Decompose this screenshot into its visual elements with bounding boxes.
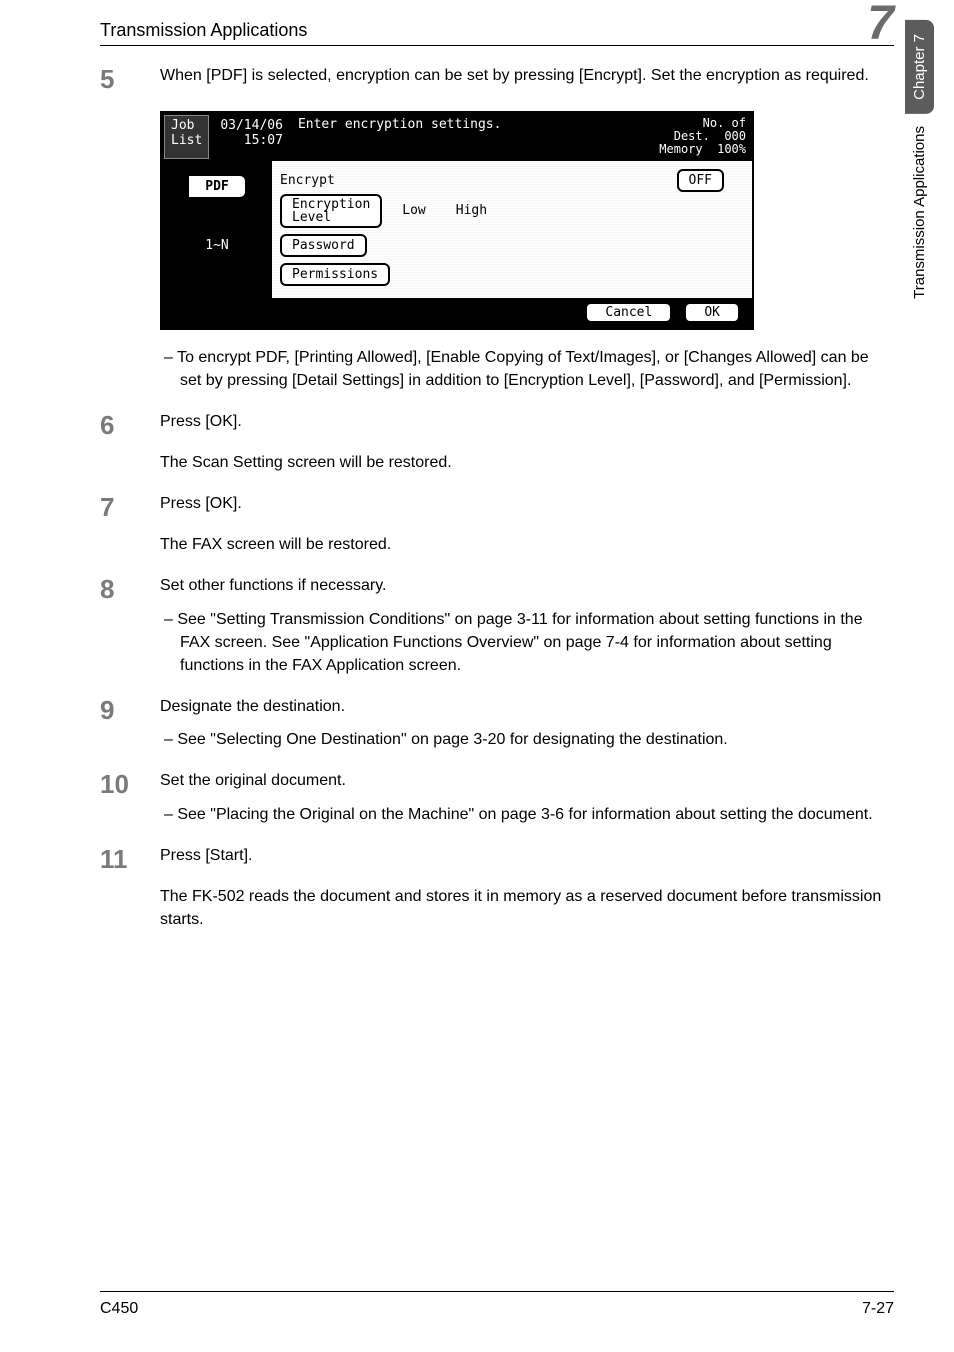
step-5-sub: To encrypt PDF, [Printing Allowed], [Ena…: [160, 346, 894, 392]
step-7-follow: The FAX screen will be restored.: [160, 533, 894, 556]
step-8-number: 8: [100, 574, 160, 677]
off-button[interactable]: OFF: [677, 169, 724, 192]
step-10: 10 Set the original document. See "Placi…: [100, 769, 894, 825]
step-8-sub-1: See "Setting Transmission Conditions" on…: [160, 608, 894, 678]
lcd-screenshot: Job List 03/14/06 15:07 Enter encryption…: [160, 111, 754, 330]
step-8: 8 Set other functions if necessary. See …: [100, 574, 894, 677]
memory-label: Memory: [659, 142, 702, 156]
step-11-text: Press [Start].: [160, 844, 894, 875]
permissions-button[interactable]: Permissions: [280, 263, 390, 286]
step-9-sub-1: See "Selecting One Destination" on page …: [160, 728, 894, 751]
lcd-footer: Cancel OK: [162, 298, 752, 328]
step-9-number: 9: [100, 695, 160, 751]
one-n-label: 1~N: [205, 238, 228, 253]
lcd-left-tabs: PDF 1~N: [162, 161, 272, 298]
chapter-number: 7: [867, 0, 894, 51]
page: Chapter 7 Transmission Applications Tran…: [0, 0, 954, 1352]
footer-left: C450: [100, 1300, 138, 1318]
step-9-text: Designate the destination.: [160, 695, 894, 718]
low-label: Low: [402, 203, 425, 218]
footer-right: 7-27: [862, 1300, 894, 1318]
content-area: Transmission Applications 7 5 When [PDF]…: [100, 20, 894, 931]
section-label: Transmission Applications: [911, 126, 928, 299]
step-11: 11 Press [Start].: [100, 844, 894, 875]
page-header: Transmission Applications 7: [100, 20, 894, 46]
lcd-body: PDF 1~N Encrypt OFF Encryption Level Low…: [162, 161, 752, 298]
lcd-titlebar: Job List 03/14/06 15:07 Enter encryption…: [162, 113, 752, 161]
cancel-button[interactable]: Cancel: [585, 302, 672, 323]
step-5-sub-1: To encrypt PDF, [Printing Allowed], [Ena…: [160, 346, 894, 392]
step-8-body: Set other functions if necessary. See "S…: [160, 574, 894, 677]
step-9: 9 Designate the destination. See "Select…: [100, 695, 894, 751]
step-7-number: 7: [100, 492, 160, 523]
step-6: 6 Press [OK].: [100, 410, 894, 441]
step-11-number: 11: [100, 844, 160, 875]
encrypt-label: Encrypt: [280, 173, 335, 188]
step-6-number: 6: [100, 410, 160, 441]
status-message: Enter encryption settings.: [292, 113, 653, 161]
step-5-text: When [PDF] is selected, encryption can b…: [160, 64, 894, 95]
lcd-right-panel: Encrypt OFF Encryption Level Low High Pa…: [272, 161, 752, 298]
step-7: 7 Press [OK].: [100, 492, 894, 523]
step-8-text: Set other functions if necessary.: [160, 574, 894, 597]
step-9-body: Designate the destination. See "Selectin…: [160, 695, 894, 751]
side-tabs: Chapter 7 Transmission Applications: [905, 20, 934, 299]
page-footer: C450 7-27: [100, 1291, 894, 1318]
high-label: High: [456, 203, 487, 218]
step-6-follow: The Scan Setting screen will be restored…: [160, 451, 894, 474]
step-10-number: 10: [100, 769, 160, 825]
step-10-text: Set the original document.: [160, 769, 894, 792]
step-5: 5 When [PDF] is selected, encryption can…: [100, 64, 894, 95]
step-10-sub-1: See "Placing the Original on the Machine…: [160, 803, 894, 826]
status-right: No. of Dest. 000 Memory 100%: [653, 113, 752, 161]
step-11-follow: The FK-502 reads the document and stores…: [160, 885, 894, 931]
chapter-tab: Chapter 7: [905, 20, 934, 114]
step-10-body: Set the original document. See "Placing …: [160, 769, 894, 825]
dest-value: 000: [724, 129, 746, 143]
step-5-number: 5: [100, 64, 160, 95]
memory-value: 100%: [717, 142, 746, 156]
step-6-text: Press [OK].: [160, 410, 894, 441]
password-button[interactable]: Password: [280, 234, 367, 257]
pdf-tab[interactable]: PDF: [188, 175, 245, 198]
encryption-level-button[interactable]: Encryption Level: [280, 194, 382, 228]
step-7-text: Press [OK].: [160, 492, 894, 523]
datetime-label: 03/14/06 15:07: [213, 115, 290, 159]
job-list-button[interactable]: Job List: [164, 115, 209, 159]
ok-button[interactable]: OK: [684, 302, 740, 323]
header-title: Transmission Applications: [100, 20, 307, 41]
